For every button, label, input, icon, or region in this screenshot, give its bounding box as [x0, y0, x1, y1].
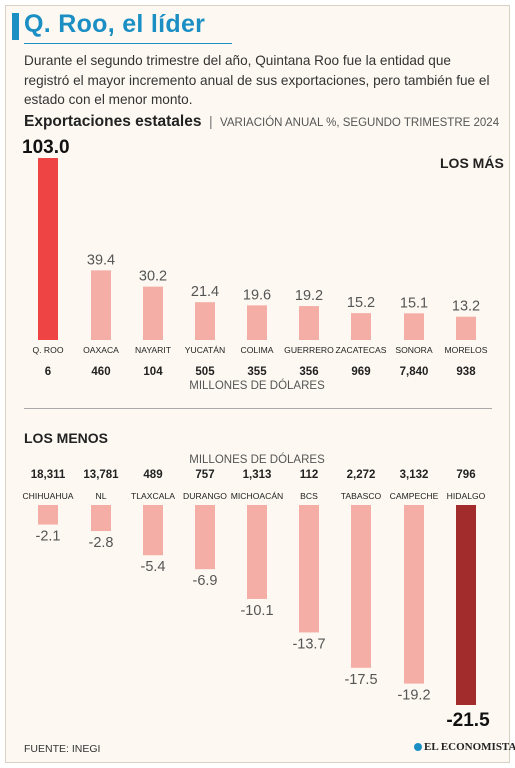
bottom-bar-0 — [38, 505, 58, 525]
bottom-exports-label-8: 796 — [456, 469, 475, 481]
brand-mark-icon — [414, 743, 422, 751]
top-exports-label-1: 460 — [91, 366, 110, 378]
infographic-frame — [5, 5, 510, 763]
section-title: Exportaciones estatales — [24, 113, 202, 130]
top-bar-2 — [143, 286, 163, 340]
bottom-bar-6 — [351, 505, 371, 668]
top-value-label-7: 15.1 — [400, 295, 428, 311]
bottom-value-label-2: -5.4 — [141, 559, 166, 575]
brand-logo: EL ECONOMISTA — [414, 741, 515, 753]
top-state-label-6: ZACATECAS — [336, 345, 387, 355]
bottom-group-label: LOS MENOS — [24, 430, 109, 446]
bottom-exports-label-0: 18,311 — [31, 469, 66, 481]
bottom-state-label-5: BCS — [300, 491, 318, 501]
bottom-value-label-0: -2.1 — [36, 529, 61, 545]
top-value-label-5: 19.2 — [295, 288, 323, 304]
top-exports-label-6: 969 — [351, 366, 370, 378]
bottom-state-label-0: CHIHUAHUA — [22, 491, 73, 501]
source-note: FUENTE: INEGI — [24, 743, 101, 755]
top-exports-label-7: 7,840 — [400, 366, 429, 378]
top-state-label-1: OAXACA — [83, 345, 119, 355]
bottom-exports-label-7: 3,132 — [400, 469, 429, 481]
top-state-label-7: SONORA — [395, 345, 433, 355]
bottom-value-label-5: -13.7 — [292, 636, 325, 652]
top-bar-4 — [247, 305, 267, 340]
bottom-value-label-4: -10.1 — [240, 603, 273, 619]
top-bar-6 — [351, 313, 371, 340]
bottom-state-label-1: NL — [96, 491, 107, 501]
page-subtitle: Durante el segundo trimestre del año, Qu… — [24, 53, 490, 107]
top-value-label-6: 15.2 — [347, 295, 375, 311]
bottom-exports-label-4: 1,313 — [243, 469, 272, 481]
bottom-exports-label-6: 2,272 — [347, 469, 376, 481]
bottom-state-label-6: TABASCO — [341, 491, 382, 501]
top-bar-0 — [38, 158, 58, 340]
section-subtitle: VARIACIÓN ANUAL %, SEGUNDO TRIMESTRE 202… — [220, 117, 500, 129]
bottom-bar-8 — [456, 505, 476, 705]
top-value-label-3: 21.4 — [191, 284, 219, 300]
bottom-exports-label-5: 112 — [300, 469, 319, 481]
top-bar-3 — [195, 302, 215, 340]
title-accent-bar — [12, 13, 19, 40]
bottom-value-label-7: -19.2 — [397, 688, 430, 704]
top-value-label-1: 39.4 — [87, 252, 115, 268]
bottom-value-label-1: -2.8 — [89, 535, 114, 551]
top-state-label-0: Q. ROO — [32, 345, 63, 355]
top-exports-label-0: 6 — [45, 366, 51, 378]
top-bar-8 — [456, 316, 476, 340]
bottom-exports-label-3: 757 — [195, 469, 214, 481]
top-bar-1 — [91, 270, 111, 340]
top-state-label-4: COLIMA — [241, 345, 274, 355]
top-exports-label-4: 355 — [247, 366, 267, 378]
top-value-label-4: 19.6 — [243, 287, 271, 303]
section-divider — [24, 408, 492, 409]
top-value-label-2: 30.2 — [139, 269, 167, 285]
page-title: Q. Roo, el líder — [24, 10, 206, 38]
bottom-bar-5 — [299, 505, 319, 633]
bottom-bar-7 — [404, 505, 424, 684]
bottom-bar-2 — [143, 505, 163, 556]
top-group-label: LOS MÁS — [440, 155, 504, 171]
bottom-value-label-8: -21.5 — [446, 710, 490, 731]
top-value-label-8: 13.2 — [452, 299, 480, 315]
top-exports-label-8: 938 — [456, 366, 476, 378]
top-value-label-0: 103.0 — [22, 137, 70, 158]
top-exports-label-2: 104 — [143, 366, 163, 378]
top-bar-5 — [299, 306, 319, 340]
top-state-label-3: YUCATÁN — [185, 345, 225, 355]
top-state-label-2: NAYARIT — [135, 345, 172, 355]
bottom-bar-4 — [247, 505, 267, 599]
bottom-exports-label-2: 489 — [143, 469, 162, 481]
bottom-state-label-4: MICHOACÁN — [231, 491, 284, 501]
top-units-label: MILLONES DE DÓLARES — [189, 380, 325, 392]
bottom-bar-1 — [91, 505, 111, 532]
bottom-units-label: MILLONES DE DÓLARES — [189, 454, 325, 466]
section-separator: | — [208, 113, 213, 129]
bottom-state-label-7: CAMPECHE — [390, 491, 439, 501]
top-exports-label-3: 505 — [195, 366, 215, 378]
title-underline — [24, 43, 232, 44]
section-heading: Exportaciones estatales | VARIACIÓN ANUA… — [24, 113, 499, 131]
bottom-value-label-6: -17.5 — [344, 672, 377, 688]
bottom-value-label-3: -6.9 — [193, 573, 218, 589]
bottom-bar-3 — [195, 505, 215, 570]
top-exports-label-5: 356 — [299, 366, 318, 378]
top-bar-7 — [404, 313, 424, 340]
bottom-state-label-2: TLAXCALA — [131, 491, 175, 501]
bottom-state-label-8: HIDALGO — [447, 491, 486, 501]
bottom-state-label-3: DURANGO — [183, 491, 227, 501]
bottom-exports-label-1: 13,781 — [83, 469, 119, 481]
top-state-label-8: MORELOS — [445, 345, 488, 355]
brand-name: EL ECONOMISTA — [424, 741, 515, 753]
top-state-label-5: GUERRERO — [284, 345, 334, 355]
